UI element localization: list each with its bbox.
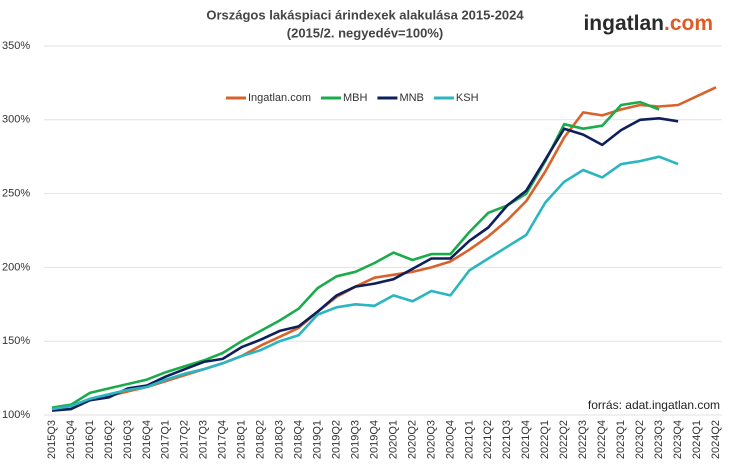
x-tick-label: 2018Q4 — [293, 420, 305, 459]
x-tick-label: 2021Q3 — [501, 420, 513, 459]
chart-subtitle: (2015/2. negyedév=100%) — [287, 25, 443, 40]
x-tick-label: 2021Q2 — [482, 420, 494, 459]
source: forrás: adat.ingatlan.com — [588, 398, 720, 412]
x-tick-label: 2022Q3 — [577, 420, 589, 459]
legend-label: KSH — [456, 92, 479, 104]
y-tick-label: 350% — [2, 40, 30, 52]
x-tick-label: 2020Q3 — [425, 420, 437, 459]
y-tick-label: 200% — [2, 261, 30, 273]
x-tick-label: 2020Q2 — [406, 420, 418, 459]
series-line — [51, 117, 679, 412]
series-line — [51, 100, 660, 409]
x-tick-label: 2019Q3 — [349, 420, 361, 459]
x-tick-label: 2024Q2 — [710, 420, 722, 459]
y-tick-label: 150% — [2, 335, 30, 347]
x-tick-label: 2015Q4 — [65, 420, 77, 459]
x-tick-label: 2018Q2 — [255, 420, 267, 459]
y-tick-label: 250% — [2, 188, 30, 200]
x-tick-label: 2023Q2 — [634, 420, 646, 459]
x-tick-label: 2020Q1 — [387, 420, 399, 459]
x-tick-label: 2018Q1 — [236, 420, 248, 459]
x-tick-label: 2021Q1 — [463, 420, 475, 459]
x-tick-label: 2017Q4 — [217, 420, 229, 459]
x-tick-label: 2023Q3 — [653, 420, 665, 459]
x-tick-label: 2017Q2 — [179, 420, 191, 459]
x-tick-label: 2018Q3 — [274, 420, 286, 459]
x-tick-label: 2021Q4 — [520, 420, 532, 459]
x-tick-label: 2024Q1 — [691, 420, 703, 459]
x-tick-label: 2016Q1 — [84, 420, 96, 459]
x-tick-label: 2022Q2 — [558, 420, 570, 459]
x-tick-label: 2019Q2 — [330, 420, 342, 459]
x-tick-label: 2020Q4 — [444, 420, 456, 459]
x-tick-label: 2017Q3 — [198, 420, 210, 459]
logo-accent: .com — [664, 12, 713, 35]
x-tick-label: 2023Q1 — [615, 420, 627, 459]
x-tick-label: 2019Q4 — [368, 420, 380, 459]
y-tick-label: 300% — [2, 114, 30, 126]
x-tick-label: 2016Q2 — [103, 420, 115, 459]
legend-label: MNB — [399, 92, 423, 104]
x-tick-label: 2019Q1 — [312, 420, 324, 459]
legend-label: Ingatlan.com — [248, 92, 311, 104]
x-tick-label: 2022Q1 — [539, 420, 551, 459]
x-tick-label: 2023Q4 — [672, 420, 684, 459]
x-tick-label: 2015Q3 — [46, 420, 58, 459]
series-line — [51, 155, 679, 411]
x-tick-label: 2016Q4 — [141, 420, 153, 459]
x-tick-label: 2016Q3 — [122, 420, 134, 459]
y-tick-label: 100% — [2, 409, 30, 421]
series-line — [51, 86, 717, 411]
x-tick-label: 2022Q4 — [596, 420, 608, 459]
logo: ingatlan.com — [583, 12, 713, 35]
x-tick-label: 2017Q1 — [160, 420, 172, 459]
logo-main: ingatlan — [583, 12, 664, 35]
chart-title: Országos lakáspiaci árindexek alakulása … — [206, 7, 524, 22]
legend-label: MBH — [343, 92, 368, 104]
